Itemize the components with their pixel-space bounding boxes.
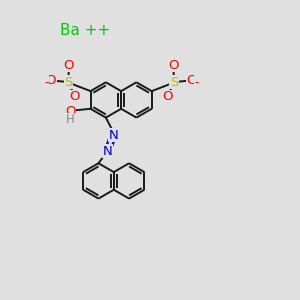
Text: -: - (44, 76, 48, 89)
Text: H: H (66, 113, 75, 127)
Text: O: O (168, 59, 179, 72)
Text: O: O (46, 74, 56, 87)
Text: S: S (64, 76, 73, 89)
Text: N: N (102, 145, 112, 158)
Text: Ba ++: Ba ++ (60, 23, 110, 38)
Text: O: O (64, 59, 74, 72)
Text: O: O (65, 105, 76, 118)
Text: -: - (194, 76, 198, 89)
Text: O: O (70, 91, 80, 103)
Text: O: O (162, 91, 172, 103)
Text: S: S (169, 76, 178, 89)
Text: O: O (186, 74, 197, 87)
Text: N: N (108, 129, 118, 142)
